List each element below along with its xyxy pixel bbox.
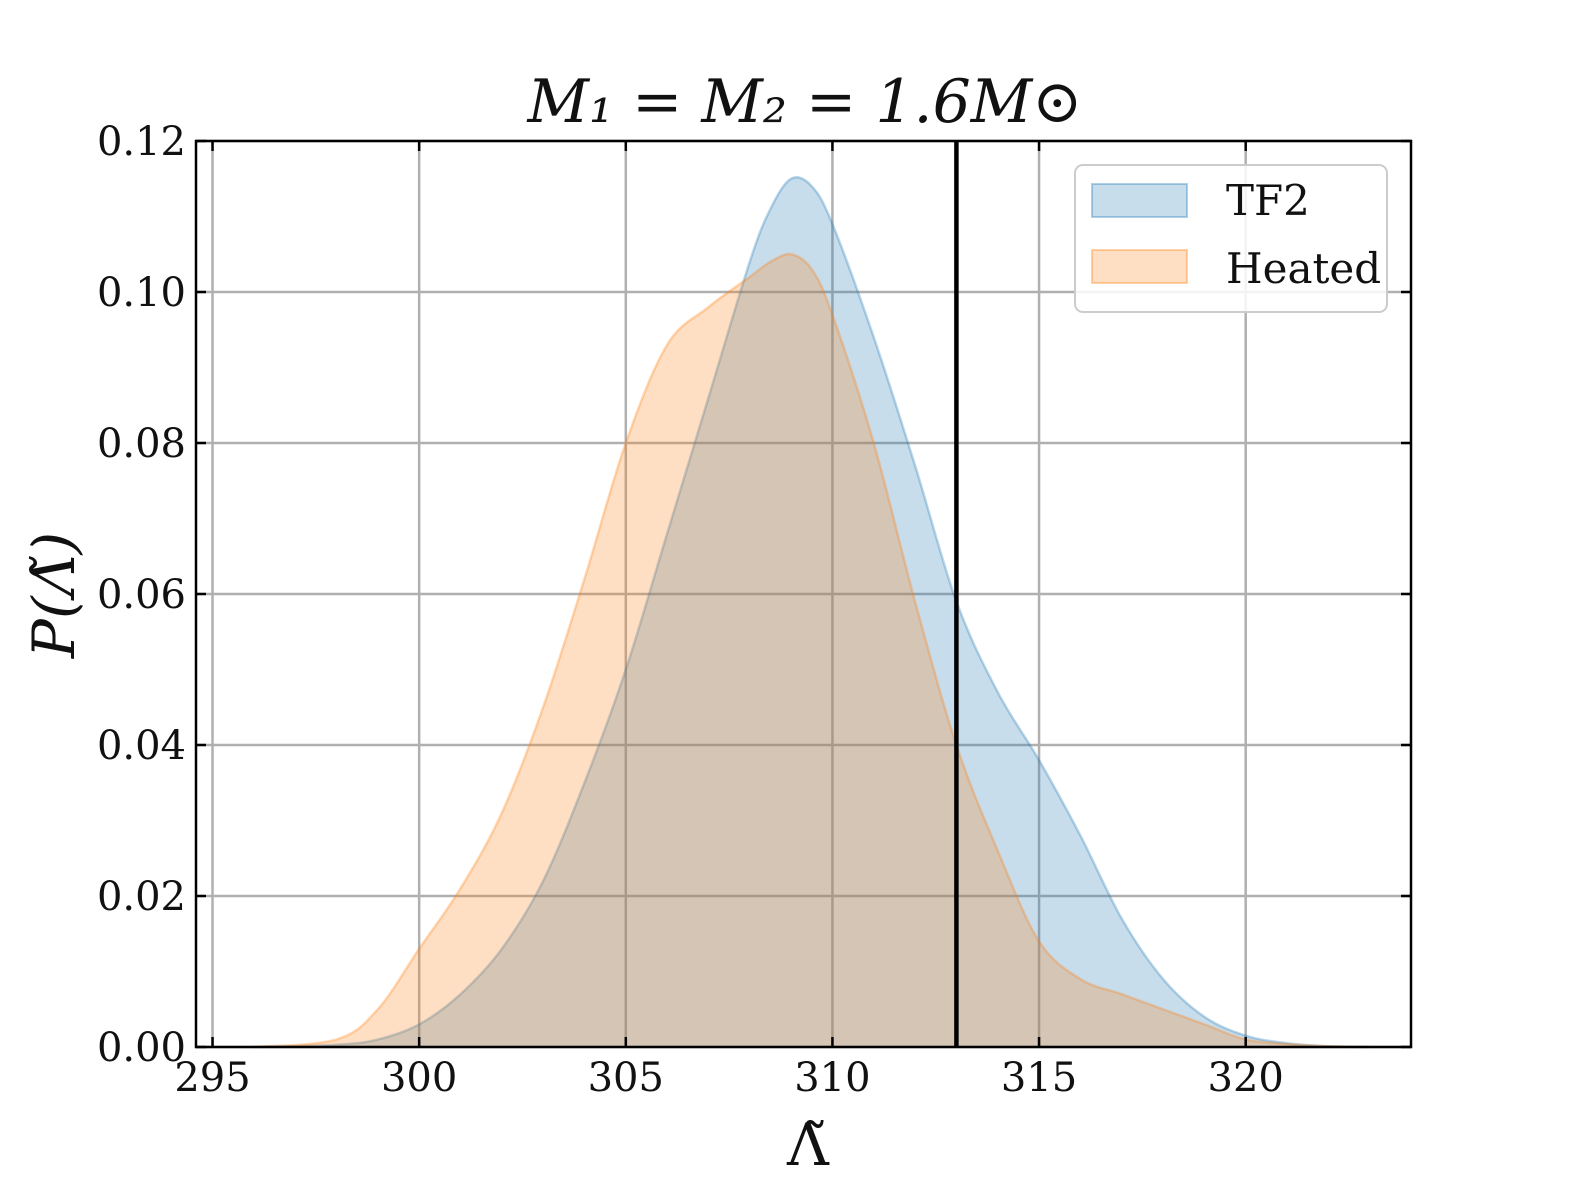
y-tick-label: 0.04: [97, 723, 186, 769]
legend-label-heated: Heated: [1226, 244, 1381, 293]
legend-label-tf2: TF2: [1226, 176, 1310, 225]
x-tick-label: 310: [794, 1055, 870, 1101]
curve-heated: [253, 252, 1370, 1049]
legend-swatch-tf2: [1091, 183, 1188, 218]
x-tick-labels: 295 300 305 310 315 320: [174, 1055, 1284, 1101]
area-heated: [253, 254, 1370, 1048]
y-axis-label: P(Λ̃): [20, 532, 88, 659]
chart-title: M₁ = M₂ = 1.6M⊙: [527, 67, 1083, 137]
y-tick-label: 0.08: [97, 421, 186, 467]
legend: TF2 Heated: [1074, 164, 1388, 313]
y-tick-label: 0.00: [97, 1025, 186, 1071]
y-tick-label: 0.10: [97, 270, 186, 316]
area-tf2: [253, 177, 1370, 1048]
y-tick-labels: 0.00 0.02 0.04 0.06 0.08 0.10 0.12: [97, 119, 186, 1071]
x-axis-label: Λ̃: [786, 1111, 830, 1179]
ticks: [196, 139, 1411, 1049]
x-tick-label: 305: [588, 1055, 664, 1101]
x-tick-label: 315: [1001, 1055, 1077, 1101]
y-tick-label: 0.12: [97, 119, 186, 165]
y-tick-label: 0.06: [97, 572, 186, 618]
x-tick-label: 295: [174, 1055, 250, 1101]
legend-swatch-heated: [1091, 249, 1188, 284]
legend-box: [1074, 164, 1388, 313]
y-tick-label: 0.02: [97, 874, 186, 920]
density-areas: [253, 176, 1370, 1049]
x-tick-label: 300: [381, 1055, 457, 1101]
curve-tf2: [253, 176, 1370, 1049]
x-tick-label: 320: [1208, 1055, 1284, 1101]
